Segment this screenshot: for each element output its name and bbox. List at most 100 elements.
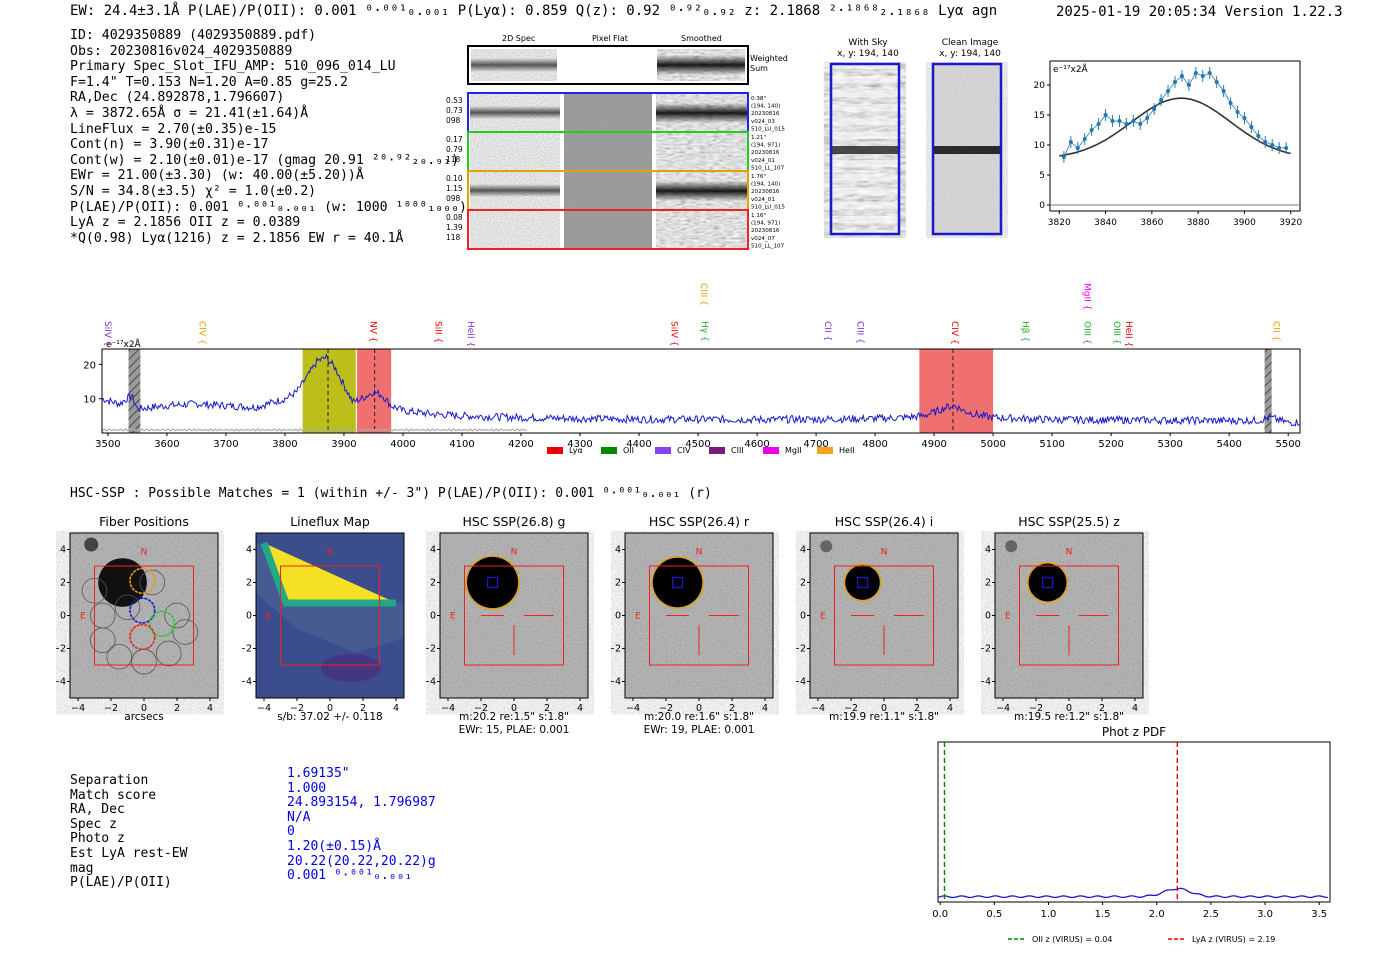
x-tick-label: 3500 <box>95 439 120 450</box>
lineflux-low <box>321 654 381 682</box>
search-box <box>649 565 749 666</box>
compass-north: N <box>327 548 334 558</box>
cutout-row-meta: 0.17 <box>446 135 463 144</box>
detection-info: ID: 4029350889 (4029350889.pdf) Obs: 202… <box>70 28 467 246</box>
x-tick-label: 0 <box>1066 703 1072 714</box>
data-point <box>1096 122 1101 126</box>
search-box <box>94 565 194 666</box>
hsc-panel-caption: arcsecs <box>124 711 164 723</box>
legend-swatch <box>763 447 779 454</box>
galaxy-corner <box>1005 540 1018 553</box>
info-line: ID: 4029350889 (4029350889.pdf) <box>70 28 317 43</box>
cutout-row-detail: 20230816 <box>751 150 780 156</box>
unit-label: e⁻¹⁷x2Å <box>1053 63 1089 75</box>
line-label-text: Hβ { <box>1020 321 1030 342</box>
data-point <box>1061 155 1066 159</box>
cutout-row-detail: 20230816 <box>751 189 780 195</box>
hsc-panel-caption: EWr: 19, PLAE: 0.001 <box>643 724 755 736</box>
hsc-panel-caption: m:20.2 re:1.5" s:1.8" <box>459 711 569 723</box>
x-tick-label: −2 <box>1029 703 1043 714</box>
galaxy-blob <box>845 565 880 600</box>
y-tick-label: 2 <box>985 578 991 589</box>
search-box <box>464 565 564 666</box>
x-tick-label: 4000 <box>390 439 415 450</box>
x-tick-label: −4 <box>257 703 271 714</box>
data-point <box>1124 122 1129 126</box>
hsc-panel-caption: s/b: 37.02 +/- 0.118 <box>277 711 383 723</box>
x-tick-label: 0 <box>141 703 147 714</box>
cutout-pixel-flat-noise <box>564 172 652 209</box>
data-point <box>1166 89 1171 93</box>
x-tick-label: 2.0 <box>1149 909 1165 920</box>
y-tick-label: 20 <box>83 360 96 371</box>
masked-region <box>128 349 141 433</box>
line-label: CII { <box>1270 321 1280 341</box>
y-tick-label: 0 <box>430 611 436 622</box>
object-spectrum <box>101 353 1301 427</box>
hsc-panel-title: HSC SSP(26.8) g <box>462 514 566 529</box>
data-point <box>1089 128 1094 132</box>
compass-east: E <box>635 612 641 622</box>
gaussian-fit <box>1059 97 1291 157</box>
hsc-panel-image: N E −4 −4 −2 −2 0 0 2 2 4 4 <box>796 532 959 714</box>
compass-east: E <box>450 612 456 622</box>
sky-images <box>829 62 1003 236</box>
x-tick-label: 4400 <box>626 439 651 450</box>
data-point <box>1068 140 1073 144</box>
line-label: SiII { <box>432 321 442 343</box>
x-tick-label: 4 <box>762 703 768 714</box>
cutout-row-detail: (194, 140) <box>751 104 780 110</box>
header-summary: EW: 24.4±3.1Å P(LAE)/P(OII): 0.001 ⁰·⁰⁰¹… <box>70 3 998 19</box>
compass-north: N <box>511 548 518 558</box>
catalog-marker <box>486 576 499 589</box>
data-point <box>1138 122 1143 126</box>
data-point <box>1270 143 1275 147</box>
fiber-circle <box>89 627 116 654</box>
data-point <box>1145 116 1150 120</box>
cutout-row-detail: v024_01 <box>751 158 775 164</box>
x-tick-label: 3900 <box>331 439 356 450</box>
unit-label: e⁻¹⁷x2Å <box>106 338 142 350</box>
y-tick-label: −4 <box>56 677 66 688</box>
legend-label: CIV <box>677 446 691 455</box>
legend-swatch <box>655 447 671 454</box>
line-label: HeII { <box>465 321 475 347</box>
fiber-blue <box>129 597 156 624</box>
galaxy-corner <box>84 537 99 552</box>
info-line: λ = 3872.65Å σ = 21.41(±1.64)Å <box>70 105 309 121</box>
x-tick-label: 2 <box>360 703 366 714</box>
x-tick-label: 3880 <box>1187 218 1210 228</box>
data-point <box>1207 71 1212 75</box>
match-value: 1.000 <box>287 780 327 796</box>
col-header-flat: Pixel Flat <box>592 34 628 43</box>
hsc-title: HSC-SSP : Possible Matches = 1 (within +… <box>70 486 712 501</box>
data-point <box>1110 119 1115 123</box>
cutout-row-meta: 098 <box>446 116 461 125</box>
match-label: RA, Dec <box>70 802 125 818</box>
cutout-row-detail: 510_LL_107 <box>751 243 785 249</box>
fiber-circle <box>155 640 182 667</box>
cutout-row-detail: 510_LL_107 <box>751 165 785 171</box>
x-tick-label: 0.0 <box>932 909 948 920</box>
x-tick-label: 5500 <box>1275 439 1300 450</box>
line-label: CIV { <box>949 321 959 345</box>
y-tick-label: −4 <box>242 677 252 688</box>
x-tick-label: 4100 <box>449 439 474 450</box>
legend-label: OII z (VIRUS) = 0.04 <box>1032 935 1112 944</box>
cutout-row-detail: v024_03 <box>751 119 775 125</box>
cutout-row-detail: 1.21" <box>751 135 766 141</box>
x-tick-label: 0 <box>881 703 887 714</box>
data-point <box>1186 83 1191 87</box>
legend-label: Lyα <box>569 446 583 455</box>
cutout-row-meta: 118 <box>446 155 461 164</box>
cutout-row-detail: 1.76" <box>751 174 766 180</box>
cutout-2d-spec <box>470 133 560 170</box>
data-point <box>1117 119 1122 123</box>
x-tick-label: 4300 <box>567 439 592 450</box>
emission-band <box>302 349 356 433</box>
info-line: Cont(n) = 3.90(±0.31)e-17 <box>70 137 269 153</box>
y-tick-label: 2 <box>430 578 436 589</box>
x-tick-label: 4900 <box>921 439 946 450</box>
cutout-row-meta: 1.15 <box>446 184 463 193</box>
fiber-circle <box>139 569 166 596</box>
